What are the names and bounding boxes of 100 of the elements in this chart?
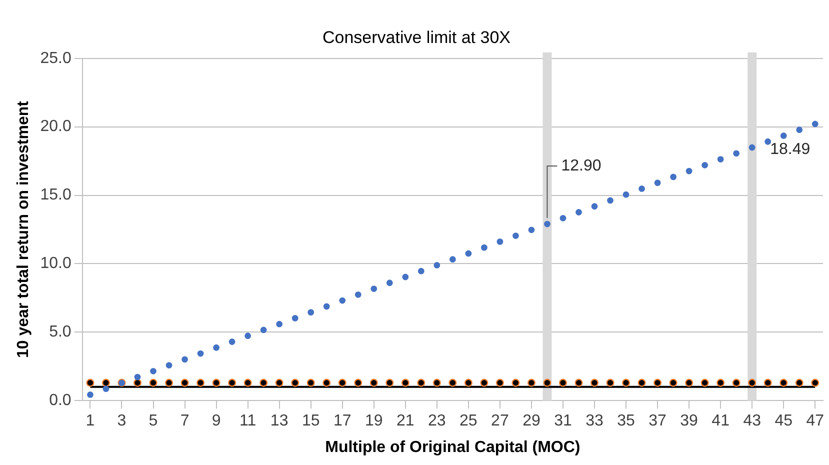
point (528, 226, 535, 234)
point (654, 378, 662, 387)
point (448, 378, 457, 387)
point (180, 378, 189, 387)
point (702, 162, 708, 168)
point (449, 256, 456, 263)
point (669, 378, 678, 387)
point (764, 138, 772, 145)
point (386, 378, 394, 387)
point (260, 326, 267, 334)
point (197, 350, 204, 357)
point (733, 150, 740, 157)
point (622, 378, 630, 387)
point (432, 378, 441, 387)
point (591, 203, 598, 210)
x-tick-label: 7 (180, 412, 190, 430)
x-axis-title: Multiple of Original Capital (MOC) (325, 438, 580, 456)
point (149, 378, 158, 387)
point (275, 378, 284, 387)
point (276, 320, 283, 328)
point (102, 386, 110, 392)
point (780, 378, 788, 387)
x-tick-label: 41 (712, 412, 730, 430)
x-tick-label: 17 (333, 412, 352, 430)
point (543, 378, 552, 387)
point (434, 262, 440, 268)
point (812, 120, 818, 128)
point (228, 378, 236, 387)
point (576, 209, 582, 216)
annotation: 18.49 (770, 140, 810, 158)
point (150, 368, 156, 374)
point (196, 378, 205, 387)
point (87, 392, 94, 398)
point (306, 378, 315, 387)
point (527, 378, 536, 387)
point (560, 214, 566, 222)
point (134, 374, 141, 380)
point (496, 378, 504, 387)
point (606, 378, 614, 387)
x-tick-label: 33 (586, 412, 604, 430)
point (417, 378, 426, 387)
point (244, 378, 252, 387)
point (574, 378, 583, 387)
x-tick-label: 5 (148, 412, 158, 430)
point (402, 274, 409, 280)
point (638, 378, 646, 387)
x-tick-label: 19 (364, 412, 383, 430)
x-tick-label: 31 (554, 412, 572, 430)
point (465, 250, 472, 257)
point (165, 378, 174, 387)
point (166, 362, 172, 368)
point (292, 315, 298, 322)
x-tick-label: 21 (396, 412, 414, 430)
y-tick-label: 0.0 (49, 392, 72, 410)
point (607, 197, 614, 204)
y-tick-label: 5.0 (49, 324, 72, 341)
x-tick-label: 43 (743, 412, 762, 430)
point (133, 378, 142, 387)
point (228, 338, 236, 345)
y-tick-label: 15.0 (40, 186, 72, 204)
point (322, 378, 331, 387)
y-tick-label: 10.0 (40, 255, 72, 272)
point (401, 378, 410, 387)
point (182, 356, 188, 363)
point (213, 344, 220, 351)
point (480, 244, 488, 251)
point (686, 168, 692, 174)
point (764, 378, 772, 387)
x-tick-label: 29 (522, 412, 540, 430)
x-tick-label: 45 (774, 412, 793, 430)
point (544, 220, 550, 228)
point (700, 378, 709, 387)
point (622, 191, 630, 198)
point (496, 238, 504, 245)
y-tick-label: 25.0 (40, 50, 72, 67)
x-tick-label: 9 (212, 412, 221, 430)
x-tick-label: 35 (617, 412, 636, 430)
annotation: 12.90 (561, 157, 602, 174)
point (102, 378, 110, 387)
y-axis-title: 10 year total return on investment (15, 100, 32, 358)
point (748, 144, 756, 151)
point (654, 180, 661, 186)
point (323, 303, 330, 310)
point (386, 280, 393, 286)
point (418, 268, 424, 274)
point (590, 378, 598, 387)
point (670, 174, 676, 180)
point (512, 232, 519, 239)
point (480, 378, 488, 387)
point (464, 378, 472, 387)
point (716, 378, 725, 387)
y-tick-label: 20.0 (40, 118, 72, 136)
point (685, 378, 694, 387)
point (370, 378, 378, 387)
point (244, 332, 252, 340)
x-tick-label: 11 (240, 412, 256, 430)
point (717, 156, 724, 162)
x-tick-label: 3 (117, 412, 126, 430)
x-tick-label: 27 (491, 412, 509, 430)
x-tick-label: 23 (428, 412, 446, 430)
